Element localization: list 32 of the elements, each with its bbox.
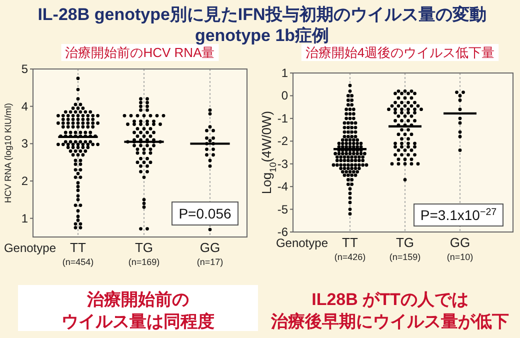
y-tick-label: 1 <box>21 211 28 226</box>
text: genotype 1b症例 <box>194 26 330 45</box>
chart-title: 治療開始前のHCV RNA量 <box>65 45 215 60</box>
y-tick-label: -2 <box>277 134 288 148</box>
x-tick-label: TT (n=426) <box>334 235 366 262</box>
y-tick-label: -6 <box>277 225 288 239</box>
x-tick-label: TT (n=454) <box>62 240 94 267</box>
y-tick-label: 5 <box>21 62 28 76</box>
text: IL-28B genotype別に見たIFN投与初期のウイルス量の変動 <box>38 5 486 24</box>
y-tick-label: -4 <box>277 180 288 194</box>
y-tick-label: 2 <box>21 174 28 188</box>
y-tick-label: 1 <box>281 66 288 80</box>
x-tick-label: TG (n=169) <box>128 240 160 267</box>
text: IL28B がTTの人では <box>312 290 468 309</box>
x-tick-label: GG (n=10) <box>446 235 474 262</box>
x-tick-label: GG (n=17) <box>196 240 224 267</box>
y-tick-label: -3 <box>277 156 288 171</box>
text: ウイルス量は同程度 <box>62 312 214 331</box>
y-axis-title: HCV RNA (log10 KIU/ml) <box>3 102 13 204</box>
y-tick-label: -1 <box>277 111 288 126</box>
chart-title: 治療開始4週後のウイルス低下量 <box>305 45 495 60</box>
y-tick-label: 4 <box>21 99 28 114</box>
y-tick-label: -5 <box>277 202 288 216</box>
text: 治療後早期にウイルス量が低下 <box>270 312 509 331</box>
x-tick-label: TG (n=159) <box>389 235 421 262</box>
y-tick-label: 0 <box>281 88 288 103</box>
annotation: P=3.1x10$^{−27}$ <box>420 206 497 223</box>
x-axis-title: Genotype <box>276 236 328 250</box>
text: 治療開始前の <box>86 290 189 309</box>
annotation: P=0.056 <box>178 206 232 222</box>
x-axis-title: Genotype <box>4 241 56 255</box>
y-tick-label: 3 <box>21 136 28 151</box>
